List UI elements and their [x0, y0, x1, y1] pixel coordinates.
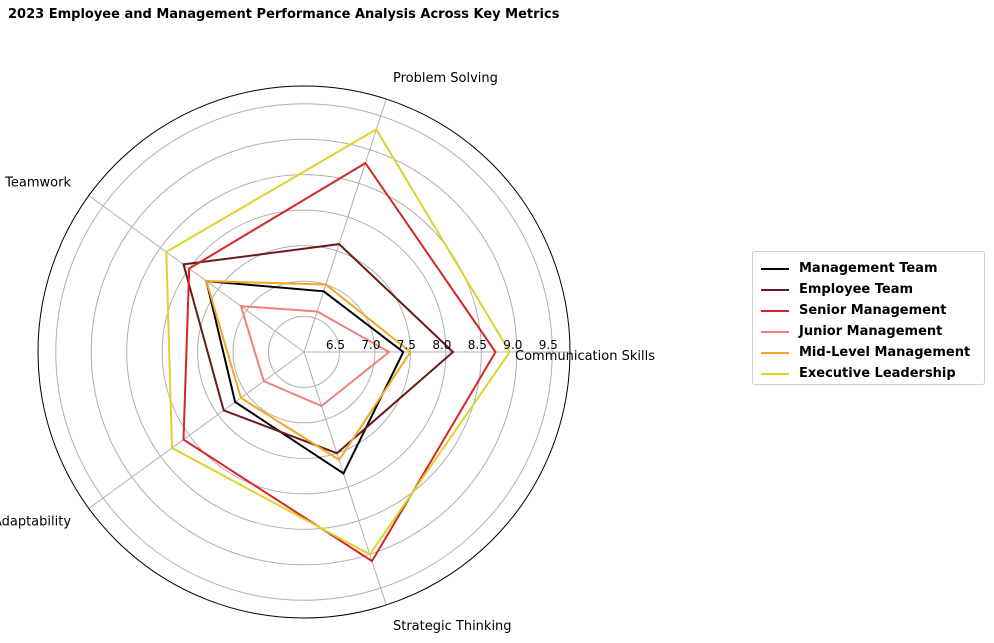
legend-label: Management Team [799, 261, 938, 276]
legend-swatch [761, 372, 789, 375]
radial-tick-label: 8.5 [468, 338, 487, 352]
polar-frame [37, 85, 571, 619]
series-line [239, 304, 391, 408]
category-label: Communication Skills [515, 349, 655, 364]
radial-tick-label: 9.0 [503, 338, 522, 352]
radial-tick-label: 9.5 [539, 338, 558, 352]
radial-tick-label: 7.0 [361, 338, 380, 352]
radar-series [165, 128, 511, 563]
legend-swatch [761, 351, 789, 354]
legend-swatch [761, 267, 789, 270]
legend-item: Executive Leadership [761, 363, 984, 384]
legend-item: Junior Management [761, 321, 984, 342]
category-label: Teamwork [4, 176, 71, 191]
legend-swatch [761, 309, 789, 312]
series-line [182, 161, 497, 563]
radar-grid [37, 85, 571, 619]
category-label: Problem Solving [393, 71, 498, 86]
legend-label: Executive Leadership [799, 366, 956, 381]
series-line [205, 279, 405, 475]
radial-tick-label: 6.5 [326, 338, 345, 352]
axis-spoke [303, 351, 387, 606]
series-line [205, 280, 412, 462]
legend-label: Employee Team [799, 282, 914, 297]
legend-item: Senior Management [761, 300, 984, 321]
axis-spoke [88, 195, 305, 353]
legend-label: Junior Management [799, 324, 943, 339]
radial-tick-label: 7.5 [397, 338, 416, 352]
series-line [165, 128, 511, 556]
category-label: Strategic Thinking [393, 619, 512, 634]
axis-spoke [88, 351, 305, 509]
legend: Management Team Employee Team Senior Manag… [752, 251, 985, 385]
legend-swatch [761, 330, 789, 333]
category-label: Adaptability [0, 514, 71, 529]
legend-item: Employee Team [761, 279, 984, 300]
series-line [182, 243, 455, 455]
legend-swatch [761, 288, 789, 291]
legend-item: Management Team [761, 258, 984, 279]
axis-spoke [303, 98, 387, 353]
radial-tick-label: 8.0 [432, 338, 451, 352]
legend-item: Mid-Level Management [761, 342, 984, 363]
legend-label: Mid-Level Management [799, 345, 971, 360]
legend-label: Senior Management [799, 303, 947, 318]
chart-title: 2023 Employee and Management Performance… [8, 7, 560, 22]
